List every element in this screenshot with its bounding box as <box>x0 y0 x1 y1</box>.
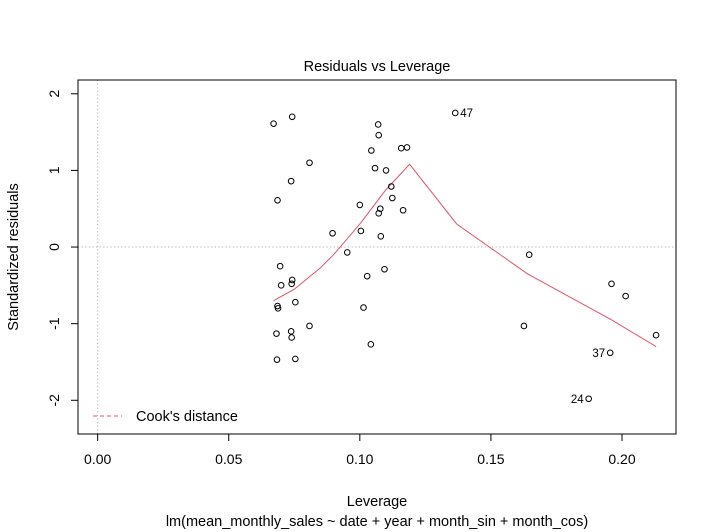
data-point <box>585 395 592 403</box>
data-point <box>363 272 371 280</box>
data-point <box>368 147 375 154</box>
chart-subtitle: lm(mean_monthly_sales ~ date + year + mo… <box>166 514 588 530</box>
data-point <box>343 249 351 256</box>
x-tick-label: 0.00 <box>84 451 111 467</box>
y-tick-label: -1 <box>46 317 62 330</box>
data-point <box>273 330 280 337</box>
data-point <box>382 167 390 174</box>
data-point <box>287 328 295 335</box>
data-point <box>652 331 660 339</box>
point-label: 37 <box>592 348 605 360</box>
data-point <box>277 282 285 289</box>
data-point <box>622 292 629 300</box>
data-point <box>288 334 295 341</box>
x-tick-label: 0.15 <box>477 451 504 467</box>
cooks-smooth-line-group <box>273 163 657 348</box>
data-point <box>274 196 281 204</box>
data-point <box>288 276 296 284</box>
data-point <box>451 109 459 117</box>
data-point <box>389 194 396 202</box>
y-tick-label: 2 <box>46 90 62 98</box>
y-tick-label: 0 <box>46 243 62 251</box>
y-tick-label: 1 <box>46 166 62 174</box>
data-point <box>520 322 528 330</box>
data-point <box>606 349 614 357</box>
cooks-smooth-line <box>273 163 657 348</box>
data-points <box>270 109 660 403</box>
data-point <box>274 305 282 312</box>
data-point <box>525 251 533 259</box>
data-point <box>367 341 375 348</box>
data-point <box>276 262 284 270</box>
data-point <box>360 304 367 311</box>
data-point <box>374 121 382 128</box>
data-point <box>357 227 365 235</box>
x-tick-label: 0.10 <box>346 451 373 467</box>
x-axis-label: Leverage <box>347 494 407 510</box>
chart-title: Residuals vs Leverage <box>304 59 451 75</box>
point-labels: 47 37 24 <box>460 108 605 406</box>
data-point <box>371 164 379 172</box>
data-point <box>377 233 385 240</box>
data-point <box>273 356 281 363</box>
data-point <box>387 183 395 190</box>
data-point <box>376 205 384 213</box>
point-label: 47 <box>460 108 473 120</box>
data-point <box>288 280 295 288</box>
data-point <box>287 177 295 185</box>
y-tick-label: -2 <box>46 394 62 407</box>
legend: Cook's distance <box>93 409 238 425</box>
x-axis: 0.00 0.05 0.10 0.15 0.20 <box>84 433 636 467</box>
data-point <box>292 355 299 363</box>
x-tick-label: 0.20 <box>608 451 635 467</box>
data-point <box>306 322 313 330</box>
data-point <box>292 298 299 306</box>
data-point <box>356 201 364 209</box>
point-label: 24 <box>571 394 584 406</box>
data-point <box>375 131 383 139</box>
data-point <box>329 229 336 237</box>
x-tick-label: 0.05 <box>215 451 242 467</box>
data-point <box>608 280 615 288</box>
y-axis-label: Standardized residuals <box>6 183 22 331</box>
data-point <box>375 210 383 217</box>
reference-lines <box>78 80 676 434</box>
data-point <box>288 113 296 121</box>
data-point <box>399 206 407 214</box>
y-axis: -2 -1 0 1 2 <box>46 90 79 407</box>
data-point <box>306 159 313 167</box>
data-point <box>270 120 277 127</box>
legend-label: Cook's distance <box>136 409 238 425</box>
data-point <box>403 144 411 151</box>
data-point <box>381 265 388 273</box>
